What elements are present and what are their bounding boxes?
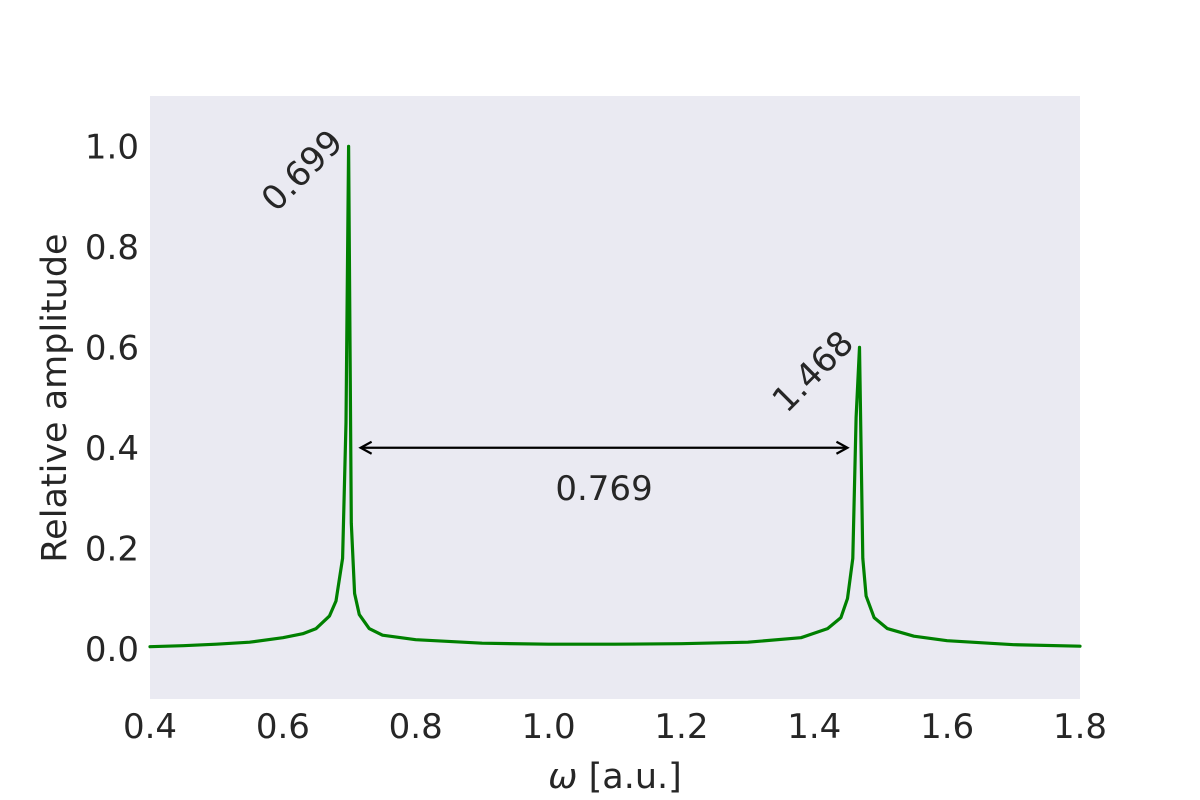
separation-label: 0.769: [555, 469, 652, 509]
plot-background: [150, 96, 1080, 699]
x-tick-label: 1.2: [654, 707, 708, 747]
x-tick-label: 0.6: [256, 707, 310, 747]
x-axis-symbol: ω: [548, 757, 577, 797]
x-tick-label: 0.8: [389, 707, 443, 747]
series-line: [148, 144, 1082, 649]
separation-annotation: 0.769: [358, 440, 850, 509]
x-tick-label: 0.4: [123, 707, 177, 747]
x-tick-label: 1.0: [522, 707, 576, 747]
x-tick-label: 1.4: [787, 707, 841, 747]
y-tick-label: 0.4: [85, 429, 139, 469]
y-tick-label: 1.0: [85, 127, 139, 167]
x-axis-label: ω [a.u.]: [548, 757, 682, 797]
y-tick-label: 0.0: [85, 630, 139, 670]
y-tick-label: 0.6: [85, 328, 139, 368]
y-axis-ticks: 0.0 0.2 0.4 0.6 0.8 1.0: [85, 127, 139, 670]
separation-arrow-head-left: [358, 440, 373, 455]
x-axis-ticks: 0.4 0.6 0.8 1.0 1.2 1.4 1.6 1.8: [123, 707, 1107, 747]
separation-arrow-head-right: [835, 440, 850, 455]
y-tick-label: 0.2: [85, 529, 139, 569]
y-tick-label: 0.8: [85, 228, 139, 268]
y-axis-label: Relative amplitude: [35, 233, 75, 562]
x-axis-unit: [a.u.]: [577, 757, 681, 797]
x-tick-label: 1.6: [920, 707, 974, 747]
x-tick-label: 1.8: [1053, 707, 1107, 747]
